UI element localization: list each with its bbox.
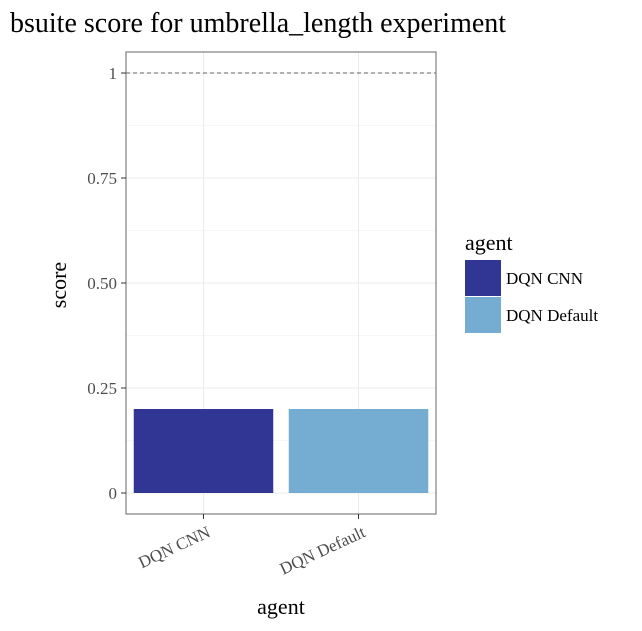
- x-axis: DQN CNN DQN Default: [135, 514, 368, 579]
- plot-panel: [125, 51, 437, 515]
- legend-swatch: [465, 297, 501, 333]
- legend-label: DQN CNN: [506, 269, 583, 288]
- y-tick-label: 1: [109, 64, 118, 83]
- legend-title: agent: [465, 230, 513, 255]
- y-axis: 0 0.25 0.50 0.75 1: [87, 64, 126, 503]
- x-axis-title: agent: [257, 594, 305, 619]
- bar: [288, 409, 429, 493]
- legend-label: DQN Default: [506, 306, 598, 325]
- legend: agent DQN CNN DQN Default: [465, 230, 598, 333]
- bars: [133, 409, 429, 493]
- y-tick-label: 0.50: [87, 274, 117, 293]
- y-axis-title: score: [46, 262, 71, 308]
- legend-swatch: [465, 260, 501, 296]
- bar: [133, 409, 274, 493]
- y-tick-label: 0: [109, 484, 118, 503]
- y-tick-label: 0.25: [87, 379, 117, 398]
- x-tick-label: DQN Default: [277, 522, 369, 578]
- y-tick-label: 0.75: [87, 169, 117, 188]
- chart-title: bsuite score for umbrella_length experim…: [10, 8, 506, 39]
- x-tick-label: DQN CNN: [135, 522, 213, 572]
